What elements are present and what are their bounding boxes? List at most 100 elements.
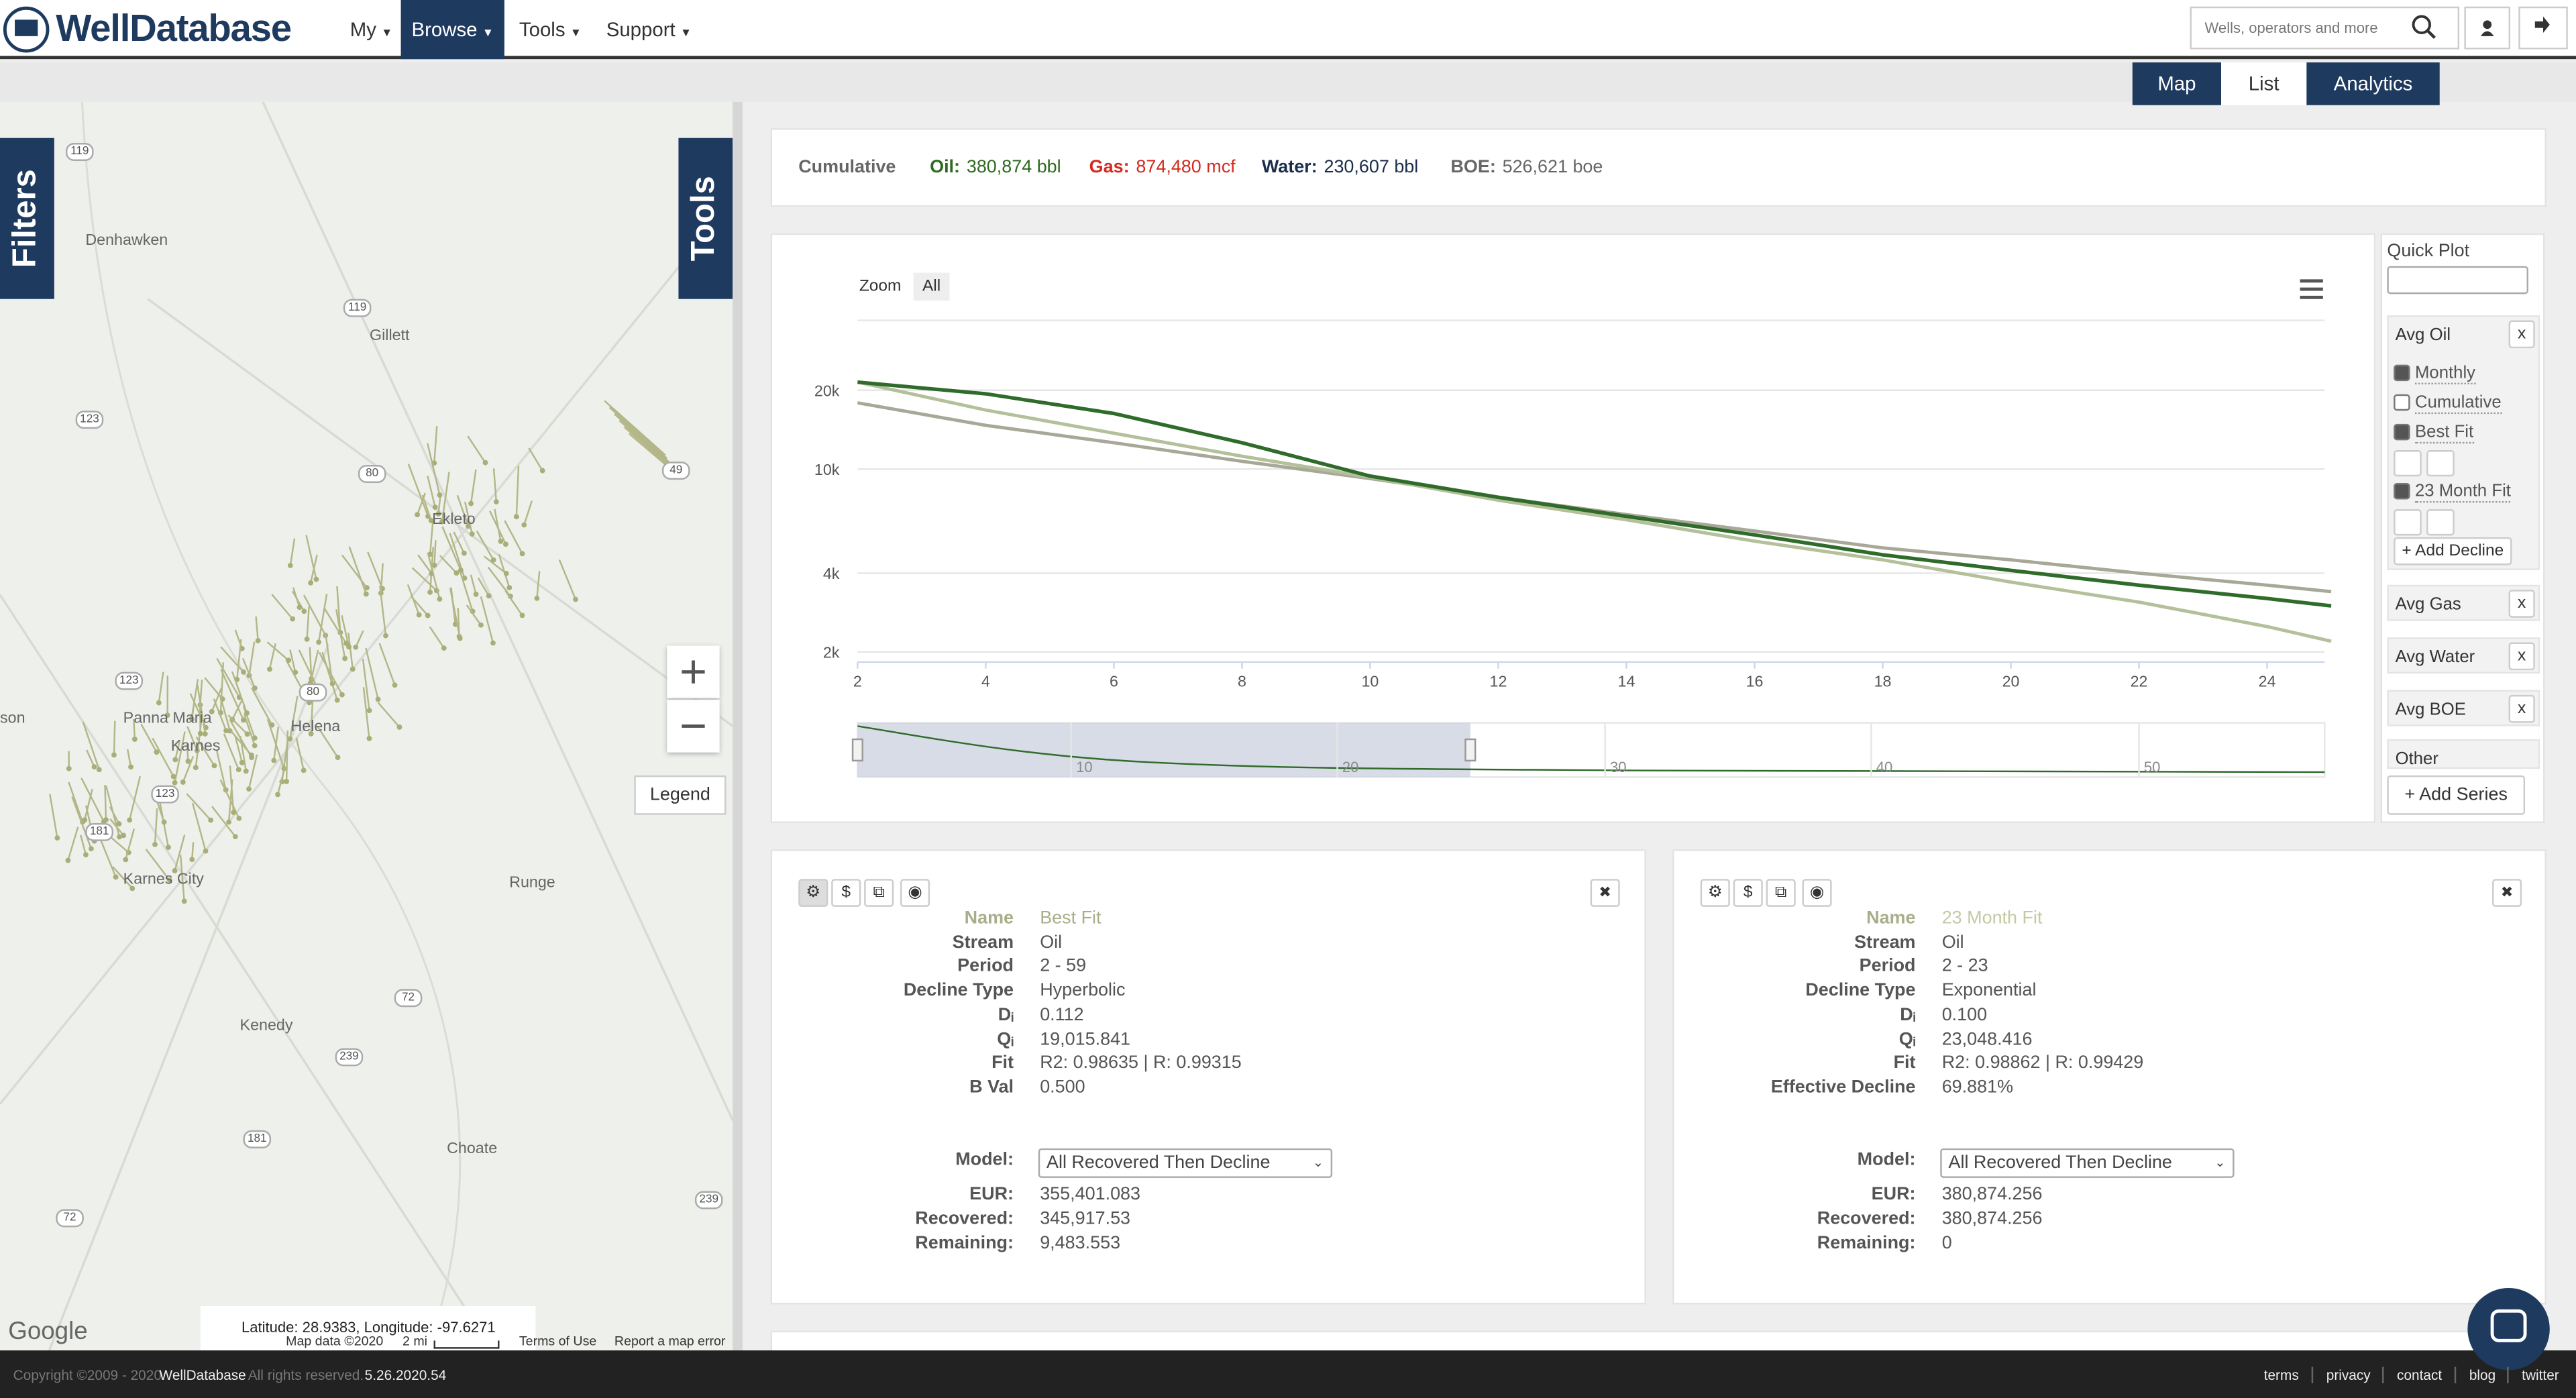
well-path xyxy=(453,531,465,554)
check-label[interactable]: Monthly xyxy=(2415,363,2476,385)
well xyxy=(308,731,314,737)
search-box[interactable]: Wells, operators and more xyxy=(2190,6,2460,50)
footer-link[interactable]: blog xyxy=(2454,1366,2496,1384)
well-path xyxy=(182,756,195,783)
panel-close[interactable]: ✖ xyxy=(1590,879,1620,907)
check-label[interactable]: Best Fit xyxy=(2415,422,2474,444)
view-button[interactable]: Analytics xyxy=(2306,62,2440,105)
nav-item[interactable]: Browse ▼ xyxy=(400,0,504,60)
well-path xyxy=(623,426,673,469)
model-select[interactable]: All Recovered Then Decline ⌄ xyxy=(1038,1148,1333,1178)
well-path xyxy=(133,718,136,740)
panel-button[interactable]: ⧉ xyxy=(1766,879,1796,907)
well-path xyxy=(407,464,429,517)
field-value: 23,048.416 xyxy=(1941,1029,2033,1049)
well-path xyxy=(348,546,368,594)
footer-link[interactable]: privacy xyxy=(2311,1366,2371,1384)
series-group-label: Other xyxy=(2395,749,2438,769)
series-group-label: Avg Water xyxy=(2395,647,2475,667)
checkbox[interactable] xyxy=(2394,364,2410,382)
map-attribution: Report a map error xyxy=(614,1334,726,1349)
panel-button[interactable]: ⚙ xyxy=(1700,879,1730,907)
well xyxy=(458,568,464,573)
well xyxy=(534,595,540,601)
well xyxy=(197,731,203,737)
add-decline[interactable]: + Add Decline xyxy=(2394,537,2512,566)
well-path xyxy=(109,806,120,824)
footer-link[interactable]: twitter xyxy=(2507,1366,2559,1384)
panel-button[interactable]: ⚙ xyxy=(798,879,828,907)
nav-item[interactable]: Support ▼ xyxy=(595,0,704,59)
nav-item[interactable]: My ▼ xyxy=(341,0,400,59)
close-button[interactable]: x xyxy=(2508,694,2535,723)
decline-settings[interactable] xyxy=(2394,509,2422,536)
well-path xyxy=(309,649,319,683)
checkbox[interactable] xyxy=(2394,483,2410,500)
well-path xyxy=(470,574,477,595)
road-shield: 49 xyxy=(661,462,690,480)
close-button[interactable]: x xyxy=(2508,642,2535,671)
panel-button[interactable]: $ xyxy=(1733,879,1763,907)
well xyxy=(232,834,238,840)
check-label[interactable]: 23 Month Fit xyxy=(2415,482,2511,503)
view-button[interactable]: List xyxy=(2221,62,2307,105)
map-tab-label: Filters xyxy=(7,169,44,268)
quick-plot-label: Quick Plot xyxy=(2387,241,2470,262)
quick-plot-select[interactable] xyxy=(2387,266,2528,294)
panel-button[interactable]: ⧉ xyxy=(864,879,894,907)
footer-link[interactable]: terms xyxy=(2263,1366,2299,1384)
well-path xyxy=(528,447,543,472)
well xyxy=(339,692,345,698)
well-path xyxy=(199,701,201,734)
zoom-in[interactable] xyxy=(667,645,720,698)
well-path xyxy=(456,494,470,527)
close-button[interactable]: x xyxy=(2508,320,2535,349)
add-series[interactable]: + Add Series xyxy=(2387,775,2526,815)
nav-item[interactable]: Tools ▼ xyxy=(506,0,594,59)
remove-decline[interactable] xyxy=(2426,450,2455,477)
well-path xyxy=(213,698,227,731)
panel-button[interactable]: ◉ xyxy=(1802,879,1832,907)
well xyxy=(343,641,349,646)
well-path xyxy=(306,606,310,639)
well xyxy=(193,765,199,771)
map-tab[interactable]: Tools xyxy=(678,138,733,299)
well-path xyxy=(427,475,436,508)
zoom-out[interactable] xyxy=(667,700,720,753)
summary-item-label: Gas: xyxy=(1089,158,1130,178)
well xyxy=(301,608,307,614)
footer-link[interactable]: contact xyxy=(2382,1366,2442,1384)
chat-button[interactable] xyxy=(2467,1288,2550,1370)
well-path xyxy=(480,596,494,643)
checkbox[interactable] xyxy=(2394,423,2410,441)
caret: ⌄ xyxy=(2214,1154,2226,1170)
well-path xyxy=(458,569,474,612)
logout-button[interactable] xyxy=(2518,6,2568,50)
panel-close[interactable]: ✖ xyxy=(2492,879,2522,907)
well-path xyxy=(154,808,158,845)
summary-item: BOE: 526,621 boe xyxy=(1450,158,1603,177)
user-button[interactable] xyxy=(2464,6,2511,50)
model-select[interactable]: All Recovered Then Decline ⌄ xyxy=(1940,1148,2235,1178)
well xyxy=(255,638,261,643)
remove-decline[interactable] xyxy=(2426,509,2455,536)
checkbox[interactable] xyxy=(2394,394,2410,411)
panel-button[interactable]: $ xyxy=(831,879,861,907)
caret: ⌄ xyxy=(1312,1154,1324,1170)
well xyxy=(117,834,122,840)
close-button[interactable]: x xyxy=(2508,590,2535,618)
road-shield: 239 xyxy=(335,1048,364,1067)
summary-label: Cumulative xyxy=(798,158,896,178)
view-button[interactable]: Map xyxy=(2132,62,2222,105)
legend-button[interactable]: Legend xyxy=(634,775,727,815)
well-path xyxy=(427,552,441,600)
panel-button[interactable]: ◉ xyxy=(900,879,930,907)
zoom-all[interactable]: All xyxy=(913,272,950,301)
model-select-value: All Recovered Then Decline xyxy=(1046,1153,1271,1173)
road-shield: 80 xyxy=(358,465,386,484)
decline-settings[interactable] xyxy=(2394,450,2422,477)
well xyxy=(241,717,246,723)
well-path xyxy=(191,842,195,860)
check-label[interactable]: Cumulative xyxy=(2415,392,2502,415)
map-tab[interactable]: Filters xyxy=(0,138,54,299)
